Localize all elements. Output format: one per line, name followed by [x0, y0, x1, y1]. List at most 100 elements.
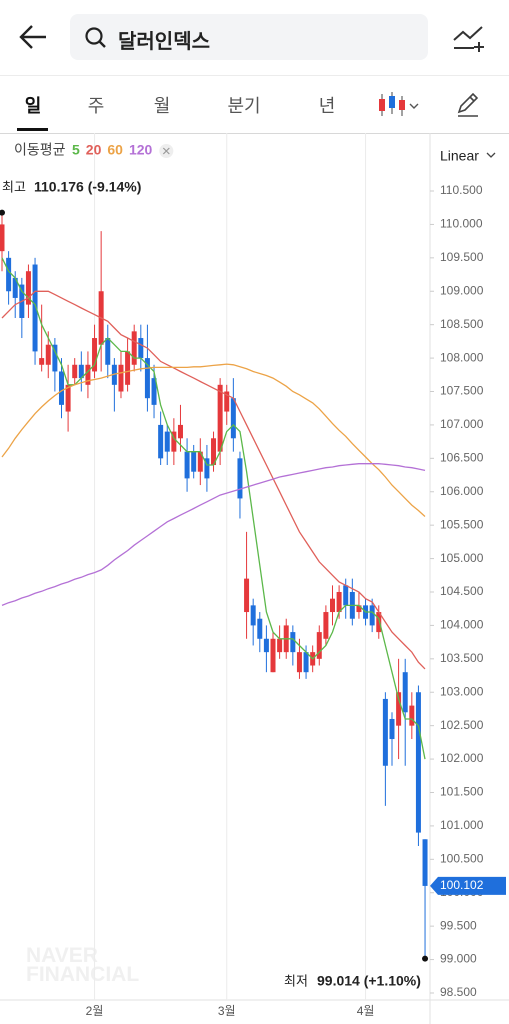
candle-body: [356, 605, 362, 613]
candle-body: [244, 578, 250, 613]
candle-body: [396, 692, 402, 726]
candle-body: [376, 612, 382, 633]
candle-body: [65, 384, 71, 412]
tab[interactable]: 분기: [227, 96, 261, 116]
candle-body: [316, 632, 322, 659]
candle-body: [217, 384, 223, 452]
candle-body: [257, 618, 263, 639]
low-label: 최저: [284, 973, 308, 988]
candle-body: [85, 364, 91, 385]
y-tick-label: 102.000: [440, 751, 484, 765]
y-tick-label: 107.000: [440, 417, 484, 431]
x-tick-label: 2월: [86, 1004, 104, 1018]
candle-body: [402, 672, 408, 713]
y-tick-label: 102.500: [440, 718, 484, 732]
legend-entry: 20: [86, 142, 102, 158]
legend-entry: 60: [107, 142, 123, 158]
candle-body: [303, 652, 309, 673]
candle-body: [111, 364, 117, 385]
candle-body: [144, 358, 150, 399]
y-tick-label: 99.500: [440, 918, 477, 932]
candle-body: [290, 632, 296, 653]
candle-body: [45, 344, 51, 365]
candle-body: [415, 692, 421, 833]
y-tick-label: 104.500: [440, 584, 484, 598]
candle-body: [224, 391, 230, 412]
low-text: 99.014 (+1.10%): [317, 973, 421, 989]
candle-body: [263, 638, 269, 653]
y-tick-label: 109.000: [440, 283, 484, 297]
y-tick-label: 110.500: [440, 183, 483, 197]
candle-body: [204, 458, 210, 479]
tab[interactable]: 년: [318, 96, 336, 116]
candle-body: [118, 364, 124, 392]
candle-body: [409, 705, 415, 726]
low-marker: [422, 955, 429, 962]
period-tabs: 일 주 월 분기 년: [0, 76, 509, 134]
candle-body: [39, 358, 45, 365]
y-tick-label: 103.500: [440, 651, 484, 665]
x-tick-label: 4월: [357, 1004, 375, 1018]
x-tick-label: 3월: [218, 1004, 236, 1018]
candle-body: [250, 605, 256, 626]
candle-body: [422, 839, 428, 886]
candle-body: [105, 338, 111, 365]
y-tick-label: 100.500: [440, 851, 484, 865]
candle-body: [323, 612, 329, 639]
high-label: 최고: [2, 179, 26, 194]
legend-title: 이동평균: [14, 142, 66, 158]
y-tick-label: 101.500: [440, 785, 484, 799]
candle-body: [270, 638, 276, 673]
candle-body: [382, 698, 388, 766]
y-tick-label: 105.000: [440, 551, 484, 565]
candle-body: [125, 351, 131, 385]
moving-average-line: [1, 290, 426, 670]
candle-body: [72, 364, 78, 379]
candle-body: [277, 638, 283, 653]
y-tick-label: 105.500: [440, 517, 484, 531]
candle-body: [32, 264, 38, 352]
y-tick-label: 107.500: [440, 384, 484, 398]
tab-underline: [17, 128, 48, 131]
tab[interactable]: 주: [87, 96, 105, 116]
y-tick-label: 109.500: [440, 250, 484, 264]
y-tick-label: 104.000: [440, 618, 484, 632]
candle-body: [171, 431, 177, 452]
candle-body: [343, 585, 349, 606]
candle-body: [369, 605, 375, 626]
back-button[interactable]: [18, 22, 50, 52]
high-text: 110.176 (-9.14%): [34, 179, 141, 195]
chart-type-button[interactable]: [376, 90, 422, 120]
tab[interactable]: 일: [24, 96, 42, 116]
scale-label[interactable]: Linear: [440, 148, 479, 164]
search-text: 달러인덱스: [118, 31, 210, 53]
y-tick-label: 110.000: [440, 217, 483, 231]
search-box[interactable]: 달러인덱스: [70, 14, 428, 60]
candle-body: [151, 378, 157, 405]
scale-dropdown-icon[interactable]: [486, 152, 496, 158]
candle-body: [164, 431, 170, 452]
y-tick-label: 99.000: [440, 952, 477, 966]
candle-body: [336, 591, 342, 613]
candle-body: [211, 438, 217, 466]
candle-body: [191, 451, 197, 472]
candle-body: [177, 424, 183, 439]
watermark: FINANCIAL: [26, 963, 139, 986]
candle-body: [92, 338, 98, 372]
y-tick-label: 108.000: [440, 350, 484, 364]
candle-body: [230, 398, 236, 439]
candle-body: [138, 338, 144, 359]
compare-button[interactable]: [452, 22, 488, 54]
candle-body: [12, 277, 18, 298]
legend-entry: 120: [129, 142, 153, 158]
candle-body: [6, 257, 12, 292]
price-badge-text: 100.102: [440, 878, 484, 892]
candle-body: [158, 424, 164, 459]
draw-button[interactable]: [455, 90, 481, 118]
moving-average-line: [1, 363, 426, 517]
moving-average-line: [1, 463, 426, 607]
tab[interactable]: 월: [153, 96, 171, 116]
